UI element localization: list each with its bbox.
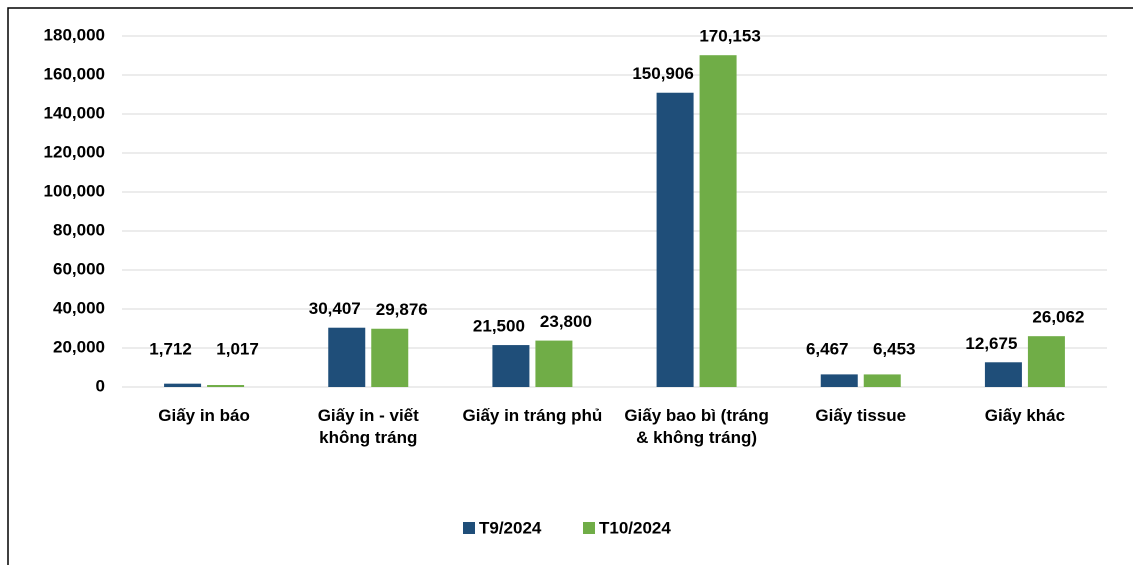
x-tick-label: Giấy khác bbox=[984, 406, 1066, 425]
bar bbox=[863, 374, 901, 387]
data-label: 23,800 bbox=[540, 312, 592, 331]
y-tick-label: 0 bbox=[96, 376, 105, 395]
bar bbox=[535, 340, 573, 387]
data-label: 30,407 bbox=[309, 299, 361, 318]
x-tick-label: Giấy bao bì (tráng & không tráng) bbox=[624, 406, 769, 447]
data-label: 1,017 bbox=[216, 339, 259, 358]
data-label: 26,062 bbox=[1032, 308, 1084, 327]
data-label: 170,153 bbox=[699, 27, 760, 46]
bar bbox=[1027, 336, 1065, 387]
y-tick-label: 180,000 bbox=[44, 25, 105, 44]
data-label: 21,500 bbox=[473, 317, 525, 336]
data-label: 29,876 bbox=[376, 300, 428, 319]
data-label: 6,467 bbox=[806, 339, 849, 358]
bar bbox=[699, 55, 737, 387]
bar bbox=[492, 345, 530, 387]
y-tick-label: 100,000 bbox=[44, 181, 105, 200]
x-tick-label: Giấy in báo bbox=[158, 406, 250, 425]
data-label: 6,453 bbox=[873, 339, 916, 358]
data-label: 12,675 bbox=[965, 334, 1017, 353]
bar bbox=[656, 92, 694, 387]
x-tick-label: Giấy tissue bbox=[815, 406, 907, 425]
bar bbox=[207, 385, 245, 387]
y-tick-label: 40,000 bbox=[53, 298, 105, 317]
bar bbox=[820, 374, 858, 387]
x-tick-label: Giấy in - viết không tráng bbox=[317, 406, 419, 447]
y-tick-label: 20,000 bbox=[53, 337, 105, 356]
chart-frame bbox=[7, 7, 1133, 565]
legend-label: T10/2024 bbox=[599, 518, 671, 537]
y-tick-label: 160,000 bbox=[44, 64, 105, 83]
legend-swatch bbox=[583, 522, 595, 534]
bar bbox=[984, 362, 1022, 387]
data-label: 150,906 bbox=[632, 64, 693, 83]
bar bbox=[371, 328, 409, 387]
y-tick-label: 140,000 bbox=[44, 103, 105, 122]
y-tick-label: 80,000 bbox=[53, 220, 105, 239]
data-label: 1,712 bbox=[149, 339, 192, 358]
y-tick-label: 60,000 bbox=[53, 259, 105, 278]
bar bbox=[164, 383, 202, 387]
y-tick-label: 120,000 bbox=[44, 142, 105, 161]
x-tick-label: Giấy in tráng phủ bbox=[462, 406, 603, 425]
legend-swatch bbox=[463, 522, 475, 534]
legend-label: T9/2024 bbox=[479, 518, 542, 537]
bar bbox=[328, 327, 366, 387]
